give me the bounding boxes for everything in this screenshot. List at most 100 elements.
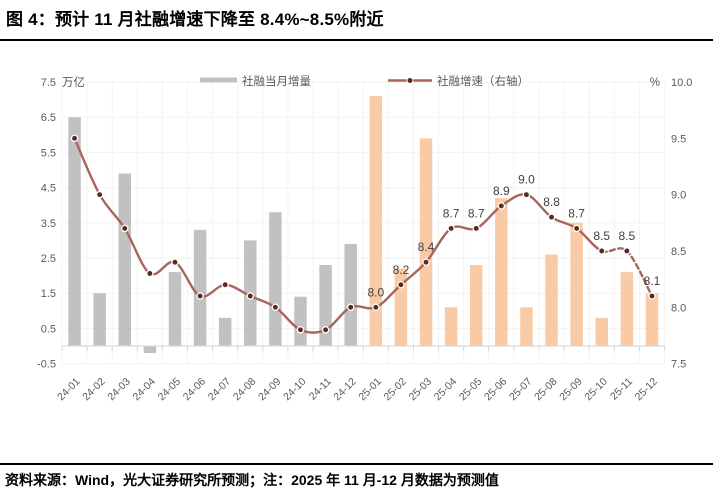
figure-title: 图 4：预计 11 月社融增速下降至 8.4%~8.5%附近: [6, 10, 384, 29]
x-axis-label-24-08: 24-08: [231, 376, 259, 404]
legend-line-marker: [406, 77, 414, 84]
x-axis-label-24-05: 24-05: [156, 376, 184, 404]
line-point-25-05: [472, 224, 480, 233]
line-point-25-01: [372, 303, 380, 312]
line-point-24-02: [95, 190, 104, 199]
x-axis-label-25-10: 25-10: [582, 376, 610, 404]
bar-24-04: [143, 346, 157, 354]
bar-25-05: [469, 265, 483, 346]
x-axis-label-24-04: 24-04: [131, 376, 159, 404]
x-axis-label-25-08: 25-08: [532, 376, 560, 404]
line-point-24-12: [346, 303, 355, 312]
left-axis-tick: -0.5: [37, 359, 56, 371]
bar-25-09: [570, 222, 583, 346]
x-axis-label-25-07: 25-07: [507, 376, 535, 404]
line-point-24-05: [171, 258, 179, 266]
left-axis-unit: 万亿: [62, 76, 85, 89]
line-point-25-12: [648, 292, 656, 300]
bar-24-07: [218, 317, 232, 346]
x-axis-label-25-11: 25-11: [608, 376, 635, 403]
bar-25-10: [595, 317, 608, 346]
point-label-25-05: 8.7: [468, 206, 485, 220]
line-point-25-10: [597, 247, 606, 255]
x-axis-label-25-09: 25-09: [557, 376, 585, 404]
right-axis-tick: 8.5: [671, 246, 686, 258]
left-axis-tick: 7.5: [41, 77, 56, 89]
point-label-25-08: 8.8: [543, 195, 560, 209]
line-point-24-11: [321, 326, 330, 334]
legend: 社融当月增量 社融增速（右轴）: [200, 74, 529, 88]
bar-24-12: [344, 243, 357, 346]
x-axis-label-24-10: 24-10: [281, 376, 309, 404]
line-point-24-01: [70, 134, 79, 143]
line-point-24-08: [246, 292, 255, 300]
x-axis-label-25-04: 25-04: [432, 376, 460, 404]
bar-25-12: [645, 293, 659, 346]
line-point-25-07: [522, 190, 531, 199]
bar-25-04: [444, 307, 458, 346]
right-axis-tick: 7.5: [671, 359, 686, 371]
x-axis-label-24-12: 24-12: [331, 376, 359, 404]
bar-24-05: [168, 272, 182, 346]
bar-24-03: [118, 173, 132, 346]
left-axis-tick: 6.5: [41, 112, 56, 124]
bar-24-06: [193, 229, 207, 346]
bar-25-03: [419, 138, 433, 346]
point-label-25-04: 8.7: [443, 206, 460, 220]
x-axis-label-25-03: 25-03: [407, 376, 435, 404]
chart-area: 8.0 8.2 8.4 8.7 8.7 8.9 9.0 8.8 8.7 8.5 8.5 8.1 7.5 6…: [0, 44, 713, 444]
bar-24-01: [68, 117, 81, 346]
bar-25-07: [520, 307, 533, 346]
legend-bar-label: 社融当月增量: [242, 74, 311, 88]
x-axis-label-24-02: 24-02: [80, 376, 108, 404]
bar-24-11: [319, 265, 332, 346]
left-axis-tick: 1.5: [41, 288, 56, 300]
x-axis-label-25-01: 25-01: [356, 376, 384, 404]
line-point-25-08: [547, 213, 556, 221]
line-point-25-11: [623, 247, 631, 255]
point-label-25-09: 8.7: [568, 206, 585, 220]
growth-line-actual: [73, 137, 603, 334]
bar-24-09: [269, 212, 282, 346]
point-label-25-03: 8.4: [418, 240, 435, 254]
source-note: 资料来源：Wind，光大证券研究所预测；注：2025 年 11 月-12 月数据…: [5, 472, 499, 488]
point-label-25-07: 9.0: [518, 173, 535, 187]
right-axis-unit: %: [650, 77, 660, 89]
line-point-24-10: [296, 326, 305, 334]
left-axis-tick: 5.5: [41, 147, 56, 159]
x-axis-label-24-03: 24-03: [105, 376, 133, 404]
line-point-24-09: [271, 303, 280, 312]
x-axis-label-24-09: 24-09: [256, 376, 284, 404]
chart-svg: 8.0 8.2 8.4 8.7 8.7 8.9 9.0 8.8 8.7 8.5 8.5 8.1 7.5 6…: [37, 74, 692, 404]
point-label-25-01: 8.0: [367, 285, 384, 299]
right-axis-tick: 9.0: [671, 190, 686, 202]
bar-25-11: [620, 272, 634, 346]
point-label-25-02: 8.2: [393, 263, 410, 277]
point-label-25-12: 8.1: [644, 274, 661, 288]
line-point-24-04: [146, 269, 154, 278]
footer-divider: [0, 463, 713, 465]
line-point-25-04: [447, 224, 455, 233]
bar-24-10: [294, 296, 307, 346]
x-axis-label-25-05: 25-05: [457, 376, 485, 404]
bar-25-06: [495, 198, 508, 346]
x-axis-label-24-06: 24-06: [181, 376, 209, 404]
line-point-24-06: [196, 292, 204, 300]
bar-25-01: [369, 96, 383, 346]
x-axis-label-25-06: 25-06: [482, 376, 510, 404]
legend-line-label: 社融增速（右轴）: [437, 74, 529, 88]
right-axis-tick: 9.5: [671, 133, 686, 145]
line-point-24-03: [121, 224, 129, 233]
line-point-25-06: [497, 202, 506, 210]
right-axis-tick: 8.0: [671, 302, 686, 314]
line-point-24-07: [221, 281, 229, 289]
left-axis-tick: 4.5: [41, 183, 56, 195]
bar-25-08: [545, 254, 558, 346]
left-axis-tick: 3.5: [41, 218, 56, 230]
line-point-25-03: [422, 258, 430, 266]
point-label-25-06: 8.9: [493, 184, 510, 198]
x-axis-label-24-07: 24-07: [206, 376, 234, 404]
x-axis-label-24-11: 24-11: [307, 376, 334, 403]
point-label-25-11: 8.5: [619, 229, 636, 243]
